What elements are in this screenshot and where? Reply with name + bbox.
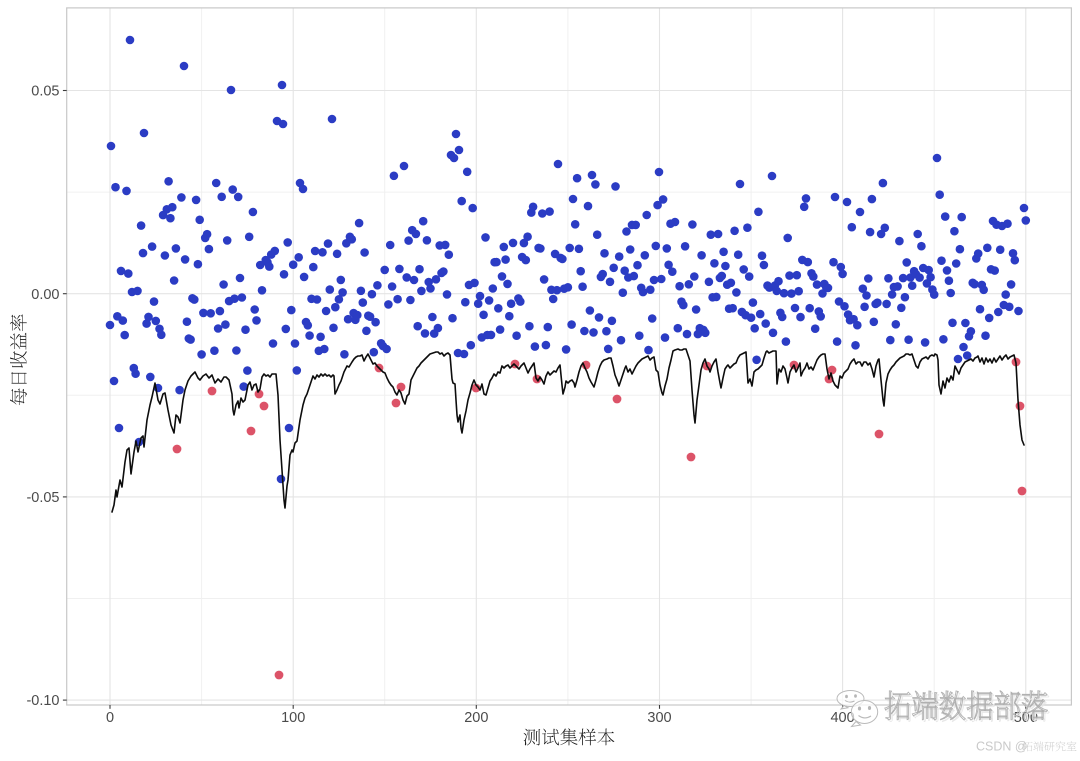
svg-text:-0.10: -0.10 (26, 693, 59, 709)
svg-text:CSDN @: CSDN @ (976, 740, 1028, 754)
svg-text:0.00: 0.00 (31, 287, 59, 303)
svg-text:100: 100 (281, 710, 305, 726)
svg-text:200: 200 (464, 710, 488, 726)
svg-text:0.05: 0.05 (31, 84, 59, 100)
svg-text:400: 400 (830, 710, 854, 726)
svg-text:0: 0 (106, 710, 114, 726)
svg-text:300: 300 (647, 710, 671, 726)
svg-text:-0.05: -0.05 (26, 490, 59, 506)
